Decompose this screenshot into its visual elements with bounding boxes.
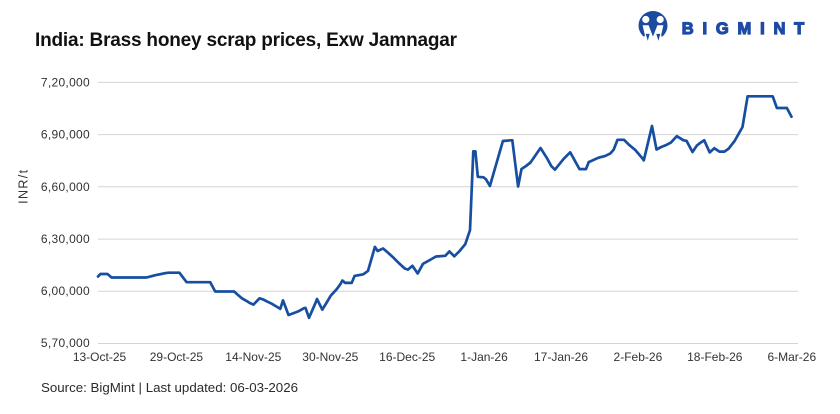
svg-text:6,30,000: 6,30,000: [41, 232, 90, 246]
svg-text:INR/t: INR/t: [17, 168, 31, 203]
svg-text:17-Jan-26: 17-Jan-26: [534, 350, 588, 364]
svg-text:6,00,000: 6,00,000: [41, 284, 90, 298]
svg-text:6,60,000: 6,60,000: [41, 180, 90, 194]
svg-text:18-Feb-26: 18-Feb-26: [687, 350, 743, 364]
svg-text:7,20,000: 7,20,000: [41, 76, 90, 90]
svg-text:6-Mar-26: 6-Mar-26: [767, 350, 816, 364]
svg-text:30-Nov-25: 30-Nov-25: [302, 350, 358, 364]
svg-text:1-Jan-26: 1-Jan-26: [460, 350, 508, 364]
svg-text:14-Nov-25: 14-Nov-25: [225, 350, 281, 364]
svg-text:29-Oct-25: 29-Oct-25: [150, 350, 204, 364]
svg-text:5,70,000: 5,70,000: [41, 336, 90, 350]
svg-text:13-Oct-25: 13-Oct-25: [73, 350, 127, 364]
svg-text:2-Feb-26: 2-Feb-26: [614, 350, 663, 364]
svg-text:6,90,000: 6,90,000: [41, 128, 90, 142]
svg-text:BIGMINT: BIGMINT: [682, 20, 813, 38]
svg-text:16-Dec-25: 16-Dec-25: [379, 350, 435, 364]
